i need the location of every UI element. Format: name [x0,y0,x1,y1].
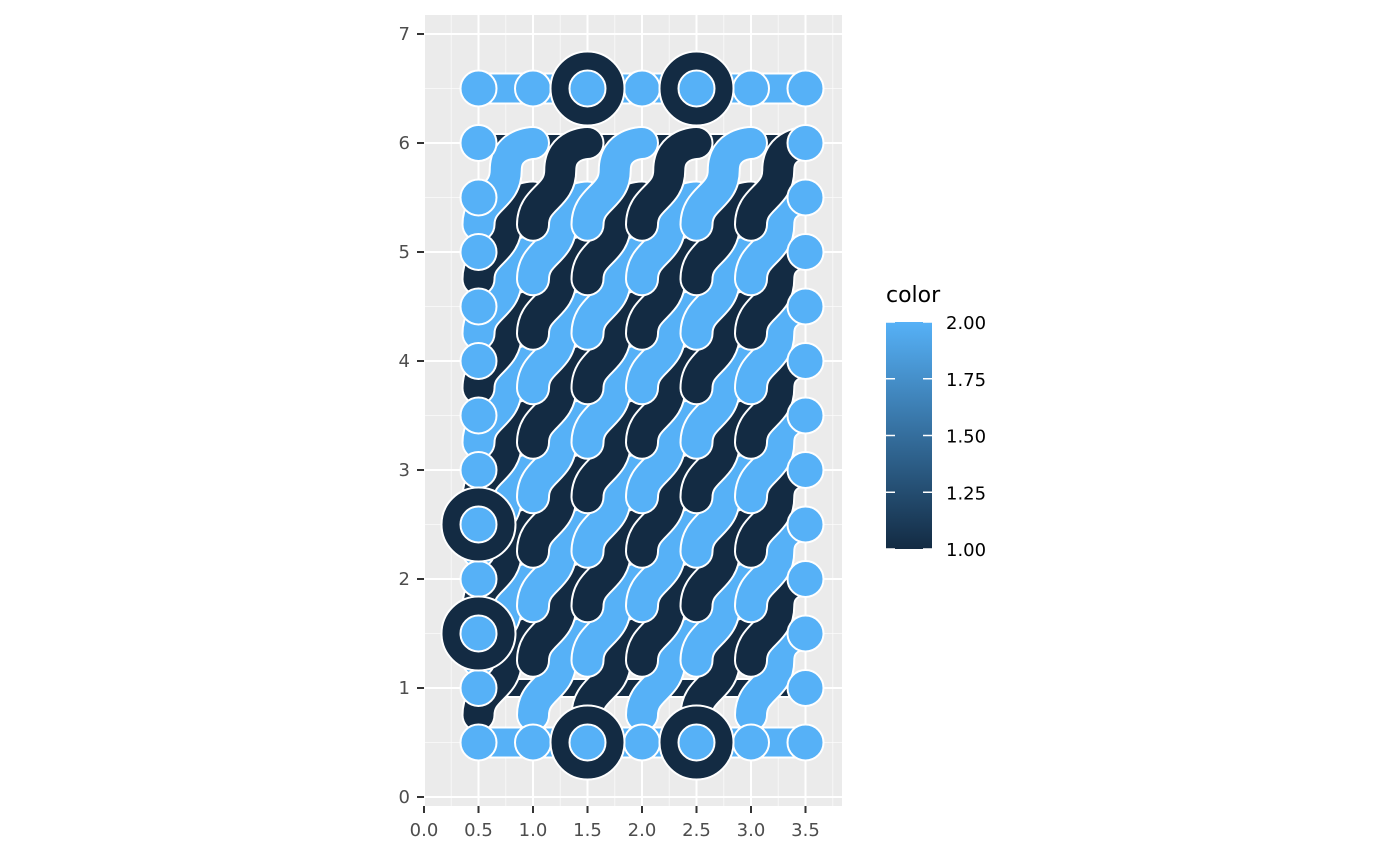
truchet-tiles [440,50,825,781]
right-bead [786,614,825,653]
right-bead [786,342,825,380]
y-tick-label: 7 [399,24,410,45]
top-ring-left-center [568,69,607,108]
right-bead [786,124,825,162]
right-bead [786,287,825,326]
y-tick-label: 2 [399,569,410,590]
top-bead [732,69,770,108]
y-tick-label: 5 [399,242,410,263]
left-bead [459,233,498,271]
bottom-bead [514,723,552,762]
top-bead [459,69,498,108]
left-bead [459,396,498,435]
x-tick-label: 1.5 [573,820,602,841]
color-legend: color 2.00 1.75 1.50 1.25 1.00 [886,283,986,561]
left-bead [459,342,498,380]
x-tick-label: 0.0 [410,820,439,841]
left-bead [459,560,498,598]
legend-label: 1.50 [946,427,986,448]
right-bead [786,505,825,544]
bottom-bead [623,723,661,762]
y-tick-label: 4 [399,351,410,372]
bottom-bead [732,723,770,762]
x-tick-label: 2.0 [628,820,657,841]
right-bead [786,178,825,217]
diagonal-curve [681,128,766,240]
top-bead [623,69,661,108]
right-bead [786,396,825,435]
diagonal-curve [518,128,603,240]
right-bead [786,669,825,707]
top-bead [786,69,825,108]
top-ring-right-center [677,69,716,108]
legend-label: 2.00 [946,313,986,334]
y-axis: 0 1 2 3 4 5 6 7 [399,24,424,808]
x-tick-label: 2.5 [682,820,711,841]
legend-label: 1.75 [946,370,986,391]
x-tick-label: 1.0 [519,820,548,841]
x-tick-label: 0.5 [464,820,493,841]
diagonal-curve [627,128,712,240]
diagonal-curve [572,128,657,240]
bottom-ring-right-center [677,723,716,762]
legend-label: 1.00 [946,540,986,561]
bottom-ring-left-center [568,723,607,762]
right-bead [786,233,825,271]
top-bead [514,69,552,108]
y-tick-label: 0 [399,787,410,808]
left-bead [459,669,498,707]
left-bead [459,178,498,217]
bottom-bead [459,723,498,762]
legend-title: color [886,283,941,308]
y-tick-label: 6 [399,133,410,154]
right-bead [786,451,825,489]
right-bead [786,560,825,598]
left-bead [459,287,498,326]
legend-ticks: 2.00 1.75 1.50 1.25 1.00 [886,313,986,561]
y-tick-label: 1 [399,678,410,699]
left-ring-lower-center [459,614,498,653]
x-axis: 0.0 0.5 1.0 1.5 2.0 2.5 3.0 3.5 [410,806,820,841]
x-tick-label: 3.0 [737,820,766,841]
left-bead [459,124,498,162]
legend-label: 1.25 [946,483,986,504]
bottom-bead [786,723,825,762]
left-ring-upper-center [459,505,498,544]
x-tick-label: 3.5 [791,820,820,841]
y-tick-label: 3 [399,460,410,481]
left-bead [459,451,498,489]
